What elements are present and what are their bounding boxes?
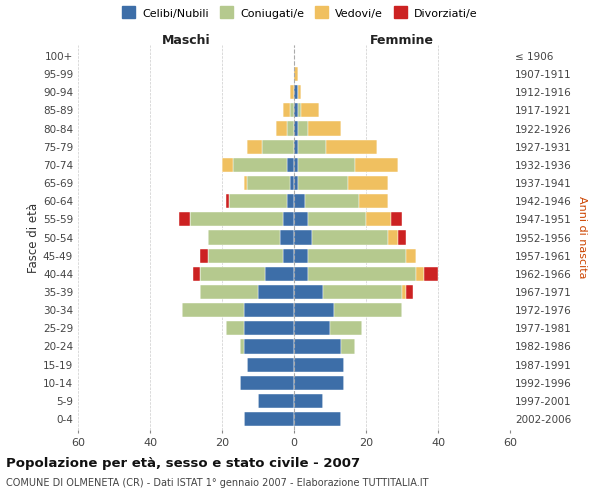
Bar [280,230,294,244]
Bar [348,176,388,190]
Bar [355,158,398,172]
Bar [294,412,341,426]
Bar [294,303,334,317]
Bar [287,158,294,172]
Bar [258,285,294,299]
Bar [294,376,344,390]
Y-axis label: Fasce di età: Fasce di età [27,202,40,272]
Bar [283,248,294,262]
Bar [294,212,308,226]
Bar [294,285,323,299]
Bar [308,122,341,136]
Bar [298,104,301,118]
Bar [294,266,308,281]
Bar [182,303,244,317]
Bar [200,248,208,262]
Bar [258,394,294,408]
Bar [294,158,298,172]
Bar [406,248,416,262]
Bar [283,212,294,226]
Bar [208,248,283,262]
Bar [226,321,244,336]
Bar [402,285,406,299]
Bar [222,158,233,172]
Bar [247,176,290,190]
Bar [200,285,258,299]
Bar [244,303,294,317]
Bar [226,194,229,208]
Bar [326,140,377,154]
Bar [298,122,308,136]
Bar [294,321,330,336]
Bar [294,248,308,262]
Bar [294,358,344,372]
Bar [265,266,294,281]
Bar [247,358,294,372]
Bar [341,340,355,353]
Bar [330,321,362,336]
Bar [208,230,280,244]
Bar [298,140,326,154]
Bar [244,412,294,426]
Bar [391,212,402,226]
Bar [290,104,294,118]
Y-axis label: Anni di nascita: Anni di nascita [577,196,587,279]
Bar [294,140,298,154]
Bar [190,212,283,226]
Bar [294,394,323,408]
Bar [298,158,355,172]
Bar [298,176,348,190]
Bar [294,104,298,118]
Bar [312,230,388,244]
Bar [305,194,359,208]
Bar [424,266,438,281]
Bar [298,85,301,100]
Bar [366,212,391,226]
Bar [193,266,200,281]
Bar [287,194,294,208]
Bar [294,122,298,136]
Bar [308,266,416,281]
Legend: Celibi/Nubili, Coniugati/e, Vedovi/e, Divorziati/e: Celibi/Nubili, Coniugati/e, Vedovi/e, Di… [119,6,481,22]
Bar [200,266,265,281]
Bar [416,266,424,281]
Bar [294,340,341,353]
Bar [179,212,190,226]
Bar [308,248,406,262]
Bar [334,303,402,317]
Bar [244,176,247,190]
Bar [240,376,294,390]
Text: COMUNE DI OLMENETA (CR) - Dati ISTAT 1° gennaio 2007 - Elaborazione TUTTITALIA.I: COMUNE DI OLMENETA (CR) - Dati ISTAT 1° … [6,478,428,488]
Bar [308,212,366,226]
Bar [294,194,305,208]
Text: Maschi: Maschi [161,34,211,47]
Bar [262,140,294,154]
Bar [283,104,290,118]
Bar [406,285,413,299]
Bar [359,194,388,208]
Bar [229,194,287,208]
Bar [290,85,294,100]
Bar [287,122,294,136]
Bar [388,230,398,244]
Bar [294,230,312,244]
Bar [294,67,298,81]
Bar [244,340,294,353]
Bar [247,140,262,154]
Bar [276,122,287,136]
Bar [240,340,244,353]
Bar [294,85,298,100]
Bar [233,158,287,172]
Text: Femmine: Femmine [370,34,434,47]
Bar [323,285,402,299]
Bar [294,176,298,190]
Bar [398,230,406,244]
Bar [244,321,294,336]
Bar [290,176,294,190]
Text: Popolazione per età, sesso e stato civile - 2007: Popolazione per età, sesso e stato civil… [6,458,360,470]
Bar [301,104,319,118]
